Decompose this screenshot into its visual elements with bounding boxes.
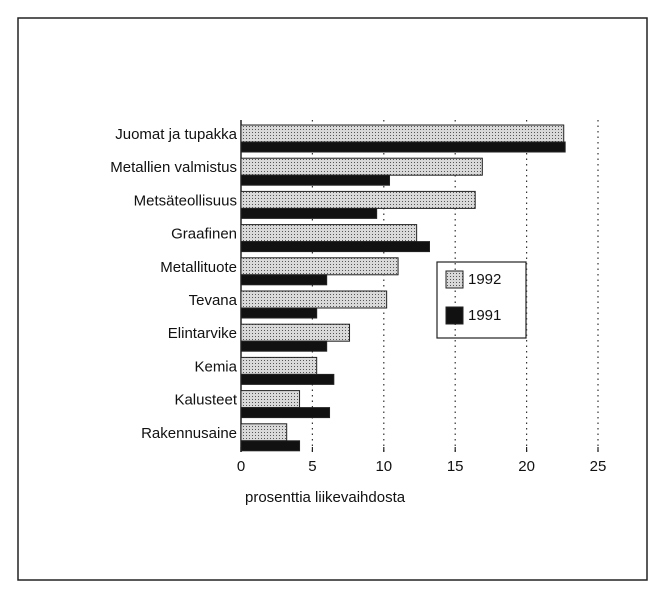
bar <box>240 440 301 452</box>
bar <box>240 390 301 409</box>
bar <box>240 241 430 253</box>
y-tick-label: Metallituote <box>160 259 237 276</box>
bar <box>240 307 318 319</box>
legend-swatch <box>445 306 464 325</box>
x-axis-label: prosenttia liikevaihdosta <box>245 489 406 506</box>
bar <box>240 290 388 309</box>
y-tick-label: Elintarvike <box>168 325 237 342</box>
bar <box>240 407 331 419</box>
bar <box>240 224 418 243</box>
x-tick-label: 20 <box>518 458 535 475</box>
x-tick-label: 15 <box>447 458 464 475</box>
bar <box>240 356 318 375</box>
bar <box>240 423 288 442</box>
y-tick-label: Juomat ja tupakka <box>115 126 237 143</box>
bar <box>240 323 351 342</box>
bar <box>240 257 399 276</box>
y-tick-label: Rakennusaine <box>141 425 237 442</box>
x-tick-label: 5 <box>308 458 316 475</box>
bar <box>240 373 335 385</box>
y-tick-label: Graafinen <box>171 226 237 243</box>
legend-label: 1992 <box>468 271 501 288</box>
bar <box>240 174 391 186</box>
x-tick-label: 0 <box>237 458 245 475</box>
y-tick-label: Metsäteollisuus <box>134 192 237 209</box>
y-tick-label: Metallien valmistus <box>110 159 237 176</box>
bar <box>240 190 476 209</box>
y-tick-label: Kalusteet <box>174 392 237 409</box>
legend-swatch <box>445 270 464 289</box>
bar <box>240 141 566 153</box>
y-tick-label: Tevana <box>189 292 238 309</box>
x-tick-label: 10 <box>375 458 392 475</box>
bar <box>240 207 378 219</box>
bar <box>240 157 483 176</box>
y-tick-label: Kemia <box>194 358 237 375</box>
bar <box>240 274 328 286</box>
bar <box>240 340 328 352</box>
x-tick-label: 25 <box>590 458 607 475</box>
frame <box>17 17 648 581</box>
legend <box>436 261 527 339</box>
legend-label: 1991 <box>468 307 501 324</box>
bar <box>240 124 565 143</box>
